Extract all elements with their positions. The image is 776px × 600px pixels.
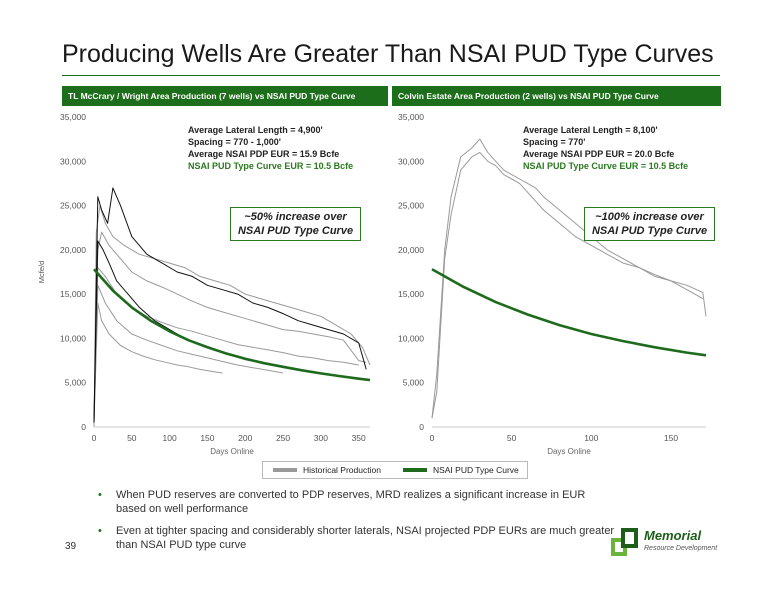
right-series-well-historical [431, 151, 704, 419]
left-chart-stats: Average Lateral Length = 4,900' Spacing … [188, 124, 353, 172]
left-ytick-label: 10,000 [60, 333, 86, 343]
bullet-item: Even at tighter spacing and considerably… [98, 524, 618, 552]
left-ytick-label: 35,000 [60, 112, 86, 122]
title-divider [62, 75, 720, 76]
right-ytick-label: 0 [419, 422, 424, 432]
left-callout-line2: NSAI PUD Type Curve [237, 225, 354, 237]
right-ytick-label: 25,000 [398, 201, 424, 211]
right-chart-stats: Average Lateral Length = 8,100' Spacing … [523, 124, 688, 172]
left-xtick-label: 50 [127, 433, 137, 443]
left-series-well-black [93, 187, 367, 423]
left-xtick-label: 100 [163, 433, 177, 443]
right-xaxis-title: Days Online [547, 447, 591, 456]
right-series-well-historical [431, 138, 707, 419]
right-stat-pdp-eur: Average NSAI PDP EUR = 20.0 Bcfe [523, 149, 675, 159]
right-ytick-label: 20,000 [398, 245, 424, 255]
left-xtick-label: 0 [92, 433, 97, 443]
right-xtick-label: 150 [664, 433, 678, 443]
left-chart-header: TL McCrary / Wright Area Production (7 w… [62, 86, 388, 106]
right-ytick-label: 10,000 [398, 333, 424, 343]
right-ytick-label: 15,000 [398, 289, 424, 299]
right-ytick-label: 30,000 [398, 156, 424, 166]
right-stat-spacing: Spacing = 770' [523, 137, 586, 147]
right-callout-line2: NSAI PUD Type Curve [591, 225, 708, 237]
right-stat-pud-eur: NSAI PUD Type Curve EUR = 10.5 Bcfe [523, 161, 689, 171]
left-stat-pdp-eur: Average NSAI PDP EUR = 15.9 Bcfe [188, 149, 340, 159]
right-xtick-label: 50 [507, 433, 517, 443]
left-ytick-label: 5,000 [65, 378, 87, 388]
left-series-well-historical [93, 231, 367, 419]
logo-tagline: Resource Development [644, 545, 718, 552]
legend-pud-label: NSAI PUD Type Curve [432, 465, 519, 475]
legend-pud-swatch [402, 468, 427, 472]
right-stat-lateral: Average Lateral Length = 8,100' [523, 125, 658, 135]
left-series-well-historical [93, 302, 223, 423]
right-series-pud-curve [431, 268, 707, 357]
left-callout-line1: ~50% increase over [244, 211, 347, 223]
page-number: 39 [65, 541, 77, 552]
logo-mark-icon [611, 528, 638, 556]
left-ytick-label: 25,000 [60, 201, 86, 211]
right-chart-header: Colvin Estate Area Production (2 wells) … [392, 86, 721, 106]
right-xtick-label: 100 [584, 433, 598, 443]
left-xtick-label: 250 [276, 433, 290, 443]
left-stat-spacing: Spacing = 770 - 1,000' [188, 137, 281, 147]
page-title: Producing Wells Are Greater Than NSAI PU… [62, 40, 714, 68]
left-xtick-label: 150 [200, 433, 214, 443]
left-ytick-label: 0 [81, 422, 86, 432]
left-series-well-historical [93, 205, 371, 428]
left-xtick-label: 300 [314, 433, 328, 443]
bullet-item: When PUD reserves are converted to PDP r… [98, 488, 618, 516]
chart-legend: Historical Production NSAI PUD Type Curv… [262, 461, 528, 479]
logo-name: Memorial [644, 528, 702, 543]
right-xtick-label: 0 [430, 433, 435, 443]
left-series-well-historical [93, 284, 284, 423]
right-ytick-label: 35,000 [398, 112, 424, 122]
bullet-list: When PUD reserves are converted to PDP r… [98, 488, 618, 560]
left-ytick-label: 15,000 [60, 289, 86, 299]
memorial-logo: Memorial Resource Development [610, 524, 722, 560]
legend-historical-swatch [273, 468, 297, 472]
right-callout-line1: ~100% increase over [595, 211, 704, 223]
left-stat-pud-eur: NSAI PUD Type Curve EUR = 10.5 Bcfe [188, 161, 354, 171]
legend-historical-label: Historical Production [303, 465, 381, 475]
left-callout: ~50% increase over NSAI PUD Type Curve [230, 207, 361, 241]
right-callout: ~100% increase over NSAI PUD Type Curve [584, 207, 715, 241]
left-xtick-label: 200 [238, 433, 252, 443]
left-ytick-label: 30,000 [60, 156, 86, 166]
left-series-pud-curve [93, 268, 371, 382]
left-xtick-label: 350 [352, 433, 366, 443]
left-yaxis-title: Mcfe/d [37, 261, 46, 284]
left-xaxis-title: Days Online [210, 447, 254, 456]
left-ytick-label: 20,000 [60, 245, 86, 255]
left-stat-lateral: Average Lateral Length = 4,900' [188, 125, 323, 135]
right-ytick-label: 5,000 [403, 378, 425, 388]
